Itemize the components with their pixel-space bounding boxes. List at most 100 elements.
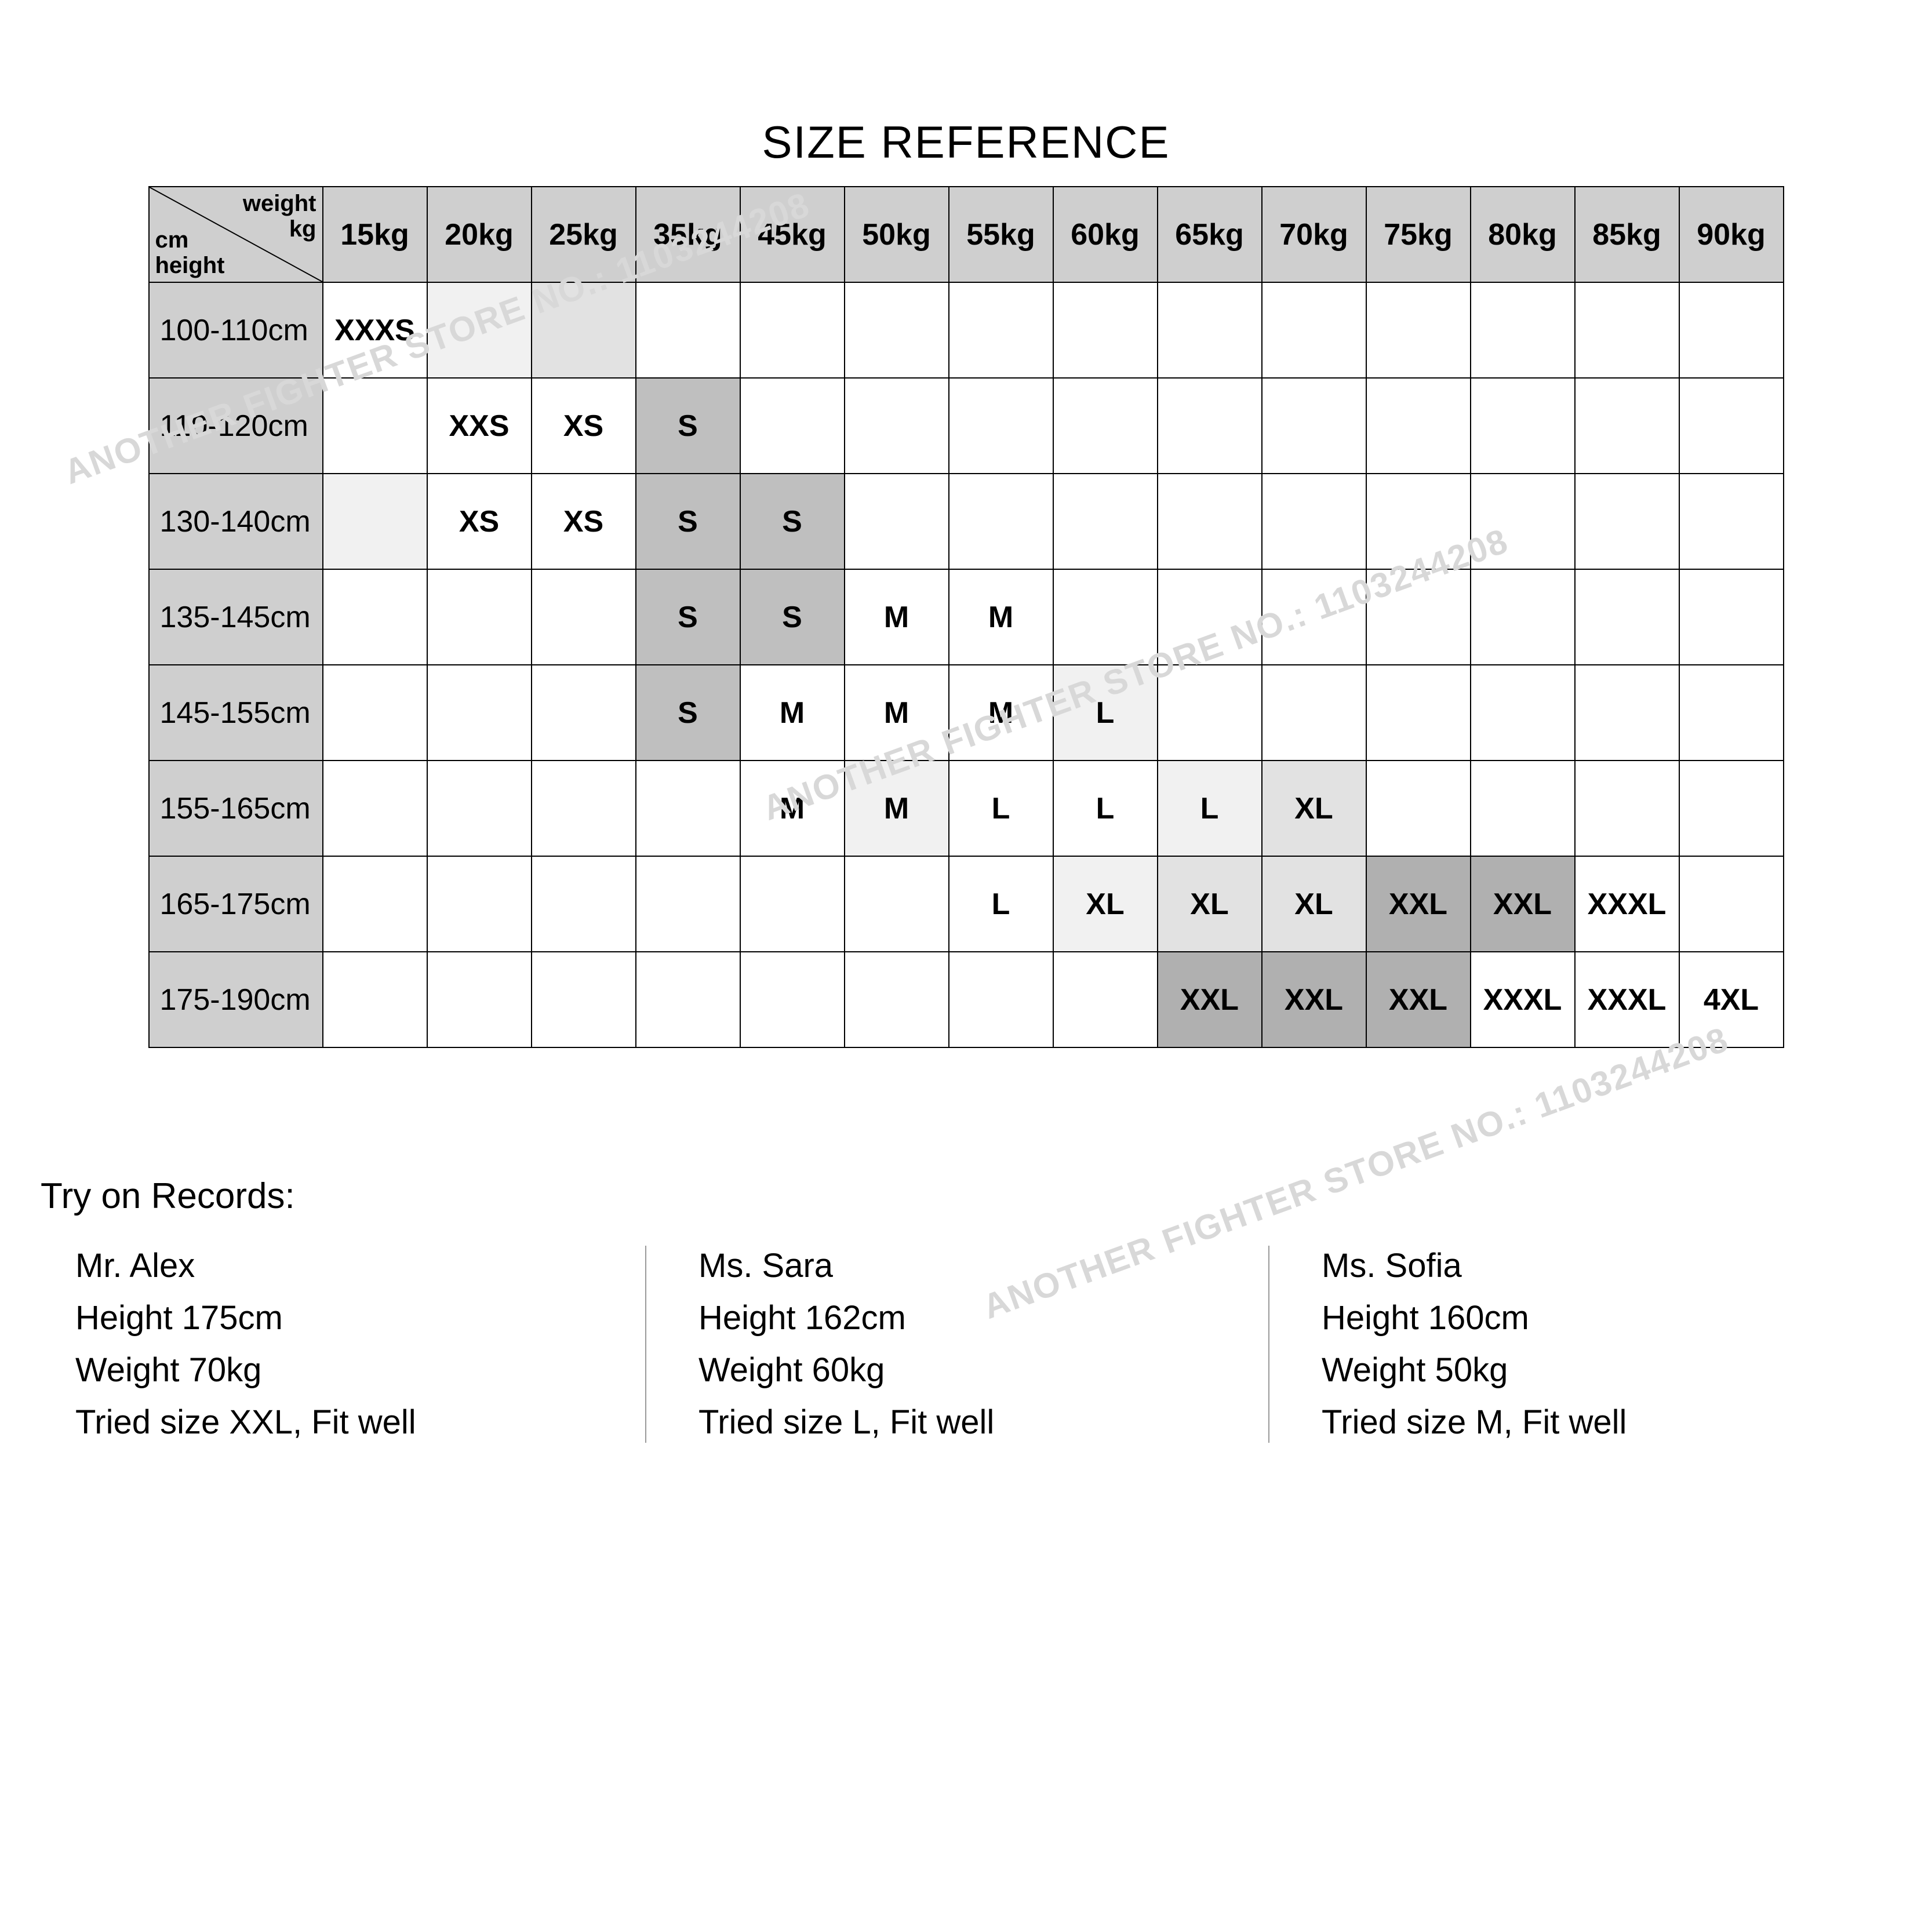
size-cell [323,665,427,761]
diagonal-header-cell: weight kg cm height [149,187,323,282]
size-reference-table: weight kg cm height 15kg 20kg 25kg 35kg … [148,186,1784,1048]
weight-col-header: 50kg [845,187,949,282]
size-cell [740,952,845,1047]
diag-bot-label: cm height [155,227,225,278]
diag-top-label: weight kg [243,191,316,242]
size-cell [949,952,1053,1047]
size-cell [949,474,1053,569]
size-cell [1679,282,1784,378]
diag-cm-label: cm [155,227,189,253]
size-cell [949,378,1053,474]
diag-kg-label: kg [289,216,316,242]
weight-col-header: 90kg [1679,187,1784,282]
size-cell: 4XL [1679,952,1784,1047]
size-cell [1679,856,1784,952]
size-cell: S [636,665,740,761]
size-cell: M [845,761,949,856]
size-cell [532,665,636,761]
height-row-header: 165-175cm [149,856,323,952]
size-cell: M [740,665,845,761]
size-cell: XXL [1262,952,1366,1047]
size-cell [1262,378,1366,474]
record-tried: Tried size XXL, Fit well [75,1396,610,1449]
records-columns: Mr. Alex Height 175cm Weight 70kg Tried … [41,1240,1891,1449]
table-row: 100-110cmXXXS [149,282,1784,378]
size-cell [1575,761,1679,856]
height-row-header: 175-190cm [149,952,323,1047]
size-cell [1471,569,1575,665]
size-cell [1679,569,1784,665]
size-cell [1575,378,1679,474]
size-cell: XL [1262,856,1366,952]
weight-col-header: 15kg [323,187,427,282]
size-cell [532,952,636,1047]
height-row-header: 130-140cm [149,474,323,569]
size-cell: XS [532,378,636,474]
size-cell [1053,378,1158,474]
table-row: 145-155cmSMMML [149,665,1784,761]
size-cell [949,282,1053,378]
size-cell [1053,474,1158,569]
size-cell: L [949,856,1053,952]
size-cell: S [636,569,740,665]
size-cell [740,378,845,474]
record-weight: Weight 70kg [75,1344,610,1396]
size-cell: L [1053,665,1158,761]
size-cell [740,282,845,378]
size-cell [1366,761,1471,856]
size-cell: XXL [1158,952,1262,1047]
size-cell [323,474,427,569]
size-cell [1366,569,1471,665]
size-cell [1262,474,1366,569]
size-cell [532,761,636,856]
size-cell: XL [1053,856,1158,952]
weight-col-header: 60kg [1053,187,1158,282]
size-cell [532,569,636,665]
size-cell [1575,665,1679,761]
table-row: 135-145cmSSMM [149,569,1784,665]
try-on-records: Try on Records: Mr. Alex Height 175cm We… [41,1176,1891,1449]
size-cell: XXXS [323,282,427,378]
record-name: Mr. Alex [75,1240,610,1292]
size-cell [1366,665,1471,761]
size-cell: L [1053,761,1158,856]
table-row: 175-190cmXXLXXLXXLXXXLXXXL4XL [149,952,1784,1047]
weight-col-header: 70kg [1262,187,1366,282]
size-cell [1366,474,1471,569]
size-cell [1575,474,1679,569]
size-cell [845,474,949,569]
size-cell: XXXL [1575,856,1679,952]
size-cell [1053,569,1158,665]
size-cell [636,282,740,378]
size-cell [1158,665,1262,761]
size-cell: XL [1262,761,1366,856]
size-cell: XS [427,474,532,569]
size-cell [1366,282,1471,378]
size-cell: L [949,761,1053,856]
record-name: Ms. Sofia [1322,1240,1857,1292]
size-cell [1679,378,1784,474]
table-row: 130-140cmXSXSSS [149,474,1784,569]
height-row-header: 145-155cm [149,665,323,761]
size-cell: XXL [1471,856,1575,952]
size-cell: S [740,474,845,569]
diag-weight-label: weight [243,191,316,216]
size-cell: S [636,378,740,474]
record-col: Ms. Sara Height 162cm Weight 60kg Tried … [646,1240,1268,1449]
weight-col-header: 35kg [636,187,740,282]
size-cell: M [949,569,1053,665]
size-cell: S [740,569,845,665]
page-title: SIZE REFERENCE [0,116,1932,169]
diag-height-label: height [155,253,225,278]
size-cell [1262,665,1366,761]
size-cell [1366,378,1471,474]
page: SIZE REFERENCE weight kg cm [0,0,1932,1932]
size-cell: M [845,569,949,665]
table-header-row: weight kg cm height 15kg 20kg 25kg 35kg … [149,187,1784,282]
size-cell [427,569,532,665]
record-tried: Tried size L, Fit well [698,1396,1234,1449]
size-cell: XXXL [1575,952,1679,1047]
record-height: Height 175cm [75,1292,610,1344]
size-cell [845,282,949,378]
size-cell [1679,761,1784,856]
